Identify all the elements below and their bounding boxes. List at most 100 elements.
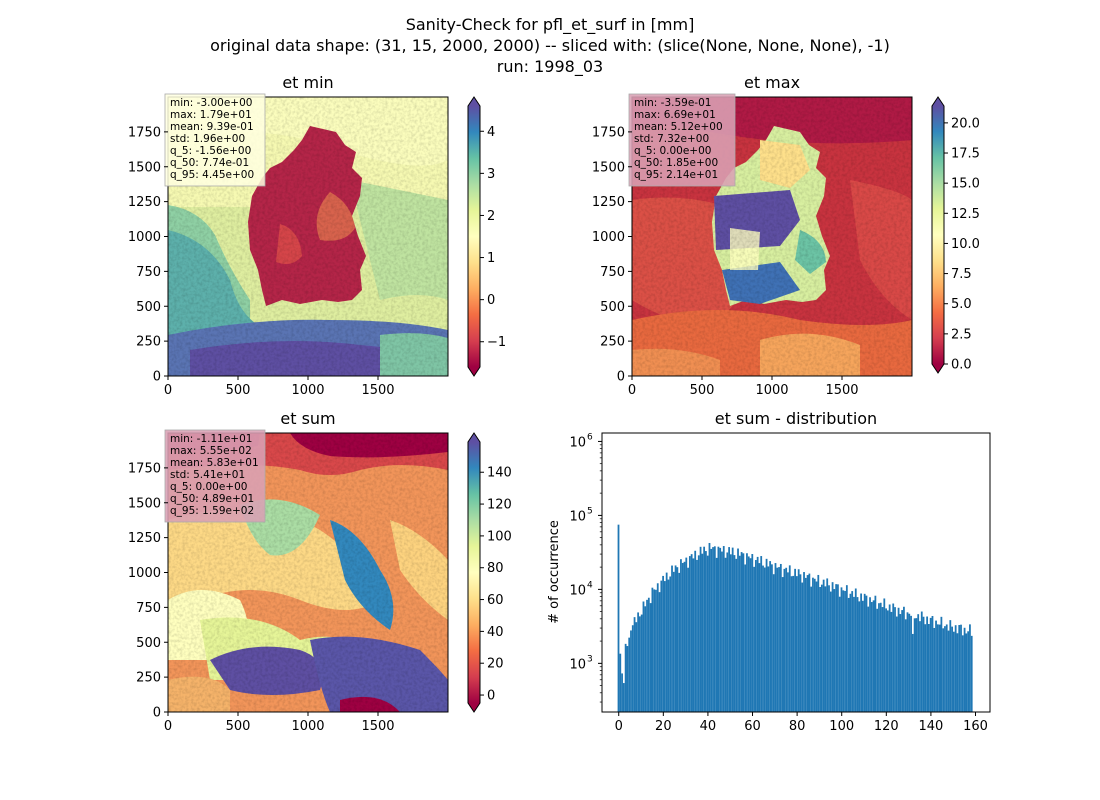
et-sum-colorbar-tick-label: 140 xyxy=(487,466,512,481)
histogram-bar xyxy=(926,616,929,712)
histogram-bar xyxy=(838,596,841,712)
et-min-colorbar-tick-label: −1 xyxy=(487,335,506,350)
histogram-bar xyxy=(833,589,836,712)
histogram-xtick-label: 80 xyxy=(789,719,806,734)
et-sum-colorbar-tick-label: 20 xyxy=(487,657,504,672)
histogram-bar xyxy=(754,560,757,712)
et-min-stat-6: q_95: 4.45e+00 xyxy=(170,169,254,181)
histogram-bar xyxy=(738,555,741,712)
et-sum-colorbar-tick-label: 0 xyxy=(487,689,495,704)
histogram-bar xyxy=(696,559,698,712)
et-max-heatmap xyxy=(632,97,912,376)
panel-et-min-title: et min xyxy=(282,73,333,92)
histogram-bar xyxy=(801,582,804,712)
et-sum-xtick-label: 500 xyxy=(226,719,251,734)
histogram-bar xyxy=(813,578,816,712)
et-min-colorbar-tick-label: 2 xyxy=(487,209,495,224)
panel-et-max: et max min: -3.59e-01 max: 6.69e+01 mean… xyxy=(592,73,980,398)
panel-et-max-title: et max xyxy=(744,73,800,92)
histogram-xtick-label: 0 xyxy=(615,719,623,734)
histogram-bar xyxy=(713,546,716,712)
histogram-ytick-exponent: 4 xyxy=(587,580,593,590)
histogram-bar xyxy=(637,612,640,712)
et-sum-colorbar-tick-label: 120 xyxy=(487,498,512,513)
histogram-bar xyxy=(729,554,732,712)
histogram-bar xyxy=(685,557,688,712)
histogram-bars xyxy=(617,524,973,712)
histogram-bar xyxy=(879,602,882,712)
et-max-stat-0: min: -3.59e-01 xyxy=(634,97,711,109)
histogram-bar xyxy=(762,565,764,712)
histogram-bar xyxy=(863,593,866,712)
histogram-bar xyxy=(865,595,868,712)
histogram-bar xyxy=(940,616,943,712)
histogram-bar xyxy=(622,683,625,712)
et-min-axes: 0 500 1000 1500 0 250 500 750 1000 1250 1500 1750 xyxy=(128,125,395,398)
et-max-xtick-label: 0 xyxy=(628,383,636,398)
histogram-bar xyxy=(633,617,636,712)
et-min-colorbar-tick-label: 0 xyxy=(487,293,495,308)
histogram-bar xyxy=(862,600,864,712)
histogram-bar xyxy=(794,568,796,712)
histogram-bar xyxy=(771,564,773,712)
histogram-bar xyxy=(860,593,863,712)
histogram-bar xyxy=(765,558,768,712)
histogram-bar xyxy=(890,611,893,712)
histogram-bar xyxy=(779,563,782,712)
histogram-bar xyxy=(858,601,861,712)
histogram-bar xyxy=(701,553,704,712)
histogram-xtick-label: 120 xyxy=(874,719,899,734)
histogram-xtick-label: 20 xyxy=(655,719,672,734)
histogram-bar xyxy=(630,630,632,712)
et-sum-ytick-label: 250 xyxy=(136,671,161,686)
histogram-ytick-label: 10 xyxy=(569,509,586,524)
et-min-stat-3: std: 1.96e+00 xyxy=(170,133,245,145)
et-max-colorbar-tick-label: 0.0 xyxy=(951,358,972,373)
histogram-bar xyxy=(944,626,946,712)
et-max-stat-4: q_5: 0.00e+00 xyxy=(634,145,711,157)
et-min-xtick-label: 1000 xyxy=(291,383,324,398)
et-max-colorbar: 0.0 2.5 5.0 7.5 10.0 12.5 15.0 17.5 20.0 xyxy=(931,96,980,374)
histogram-bar xyxy=(678,572,681,712)
histogram-bar xyxy=(878,603,880,712)
et-max-colorbar-tick-label: 5.0 xyxy=(951,297,972,312)
histogram-bar xyxy=(824,586,827,712)
et-max-colorbar-tick-label: 17.5 xyxy=(951,147,980,162)
histogram-bar xyxy=(851,591,854,712)
et-sum-stat-2: mean: 5.83e+01 xyxy=(170,457,259,469)
histogram-bar xyxy=(815,581,818,712)
histogram-bar xyxy=(776,567,779,712)
histogram-bar xyxy=(726,552,729,712)
histogram-bar xyxy=(899,614,902,712)
et-sum-stat-5: q_50: 4.89e+01 xyxy=(170,493,254,505)
histogram-bar xyxy=(885,608,887,712)
histogram-bar xyxy=(672,571,675,712)
histogram-bar xyxy=(669,576,672,712)
histogram-bar xyxy=(876,608,879,712)
histogram-xtick-label: 40 xyxy=(700,719,717,734)
histogram-bar xyxy=(904,619,907,712)
et-min-stat-2: mean: 9.39e-01 xyxy=(170,121,254,133)
histogram-bar xyxy=(920,611,923,712)
et-sum-ytick-label: 1500 xyxy=(128,496,161,511)
histogram-bar xyxy=(956,633,959,712)
histogram-bar xyxy=(828,585,830,712)
histogram-bar xyxy=(687,567,689,712)
histogram-bar xyxy=(881,607,884,712)
histogram-bar xyxy=(938,624,941,712)
histogram-bar xyxy=(797,569,800,712)
et-min-ytick-label: 500 xyxy=(136,300,161,315)
figure-title-line-3: run: 1998_03 xyxy=(497,57,603,77)
histogram-bar xyxy=(724,557,727,712)
histogram-bar xyxy=(787,572,789,712)
histogram-bar xyxy=(949,620,952,712)
histogram-bar xyxy=(646,599,648,712)
histogram-bar xyxy=(820,584,823,712)
et-max-ytick-label: 1500 xyxy=(592,160,625,175)
histogram-bar xyxy=(665,572,668,712)
histogram-bar xyxy=(721,551,723,712)
et-max-stat-6: q_95: 2.14e+01 xyxy=(634,169,718,181)
histogram-bar xyxy=(928,623,930,712)
histogram-bar xyxy=(655,589,657,712)
